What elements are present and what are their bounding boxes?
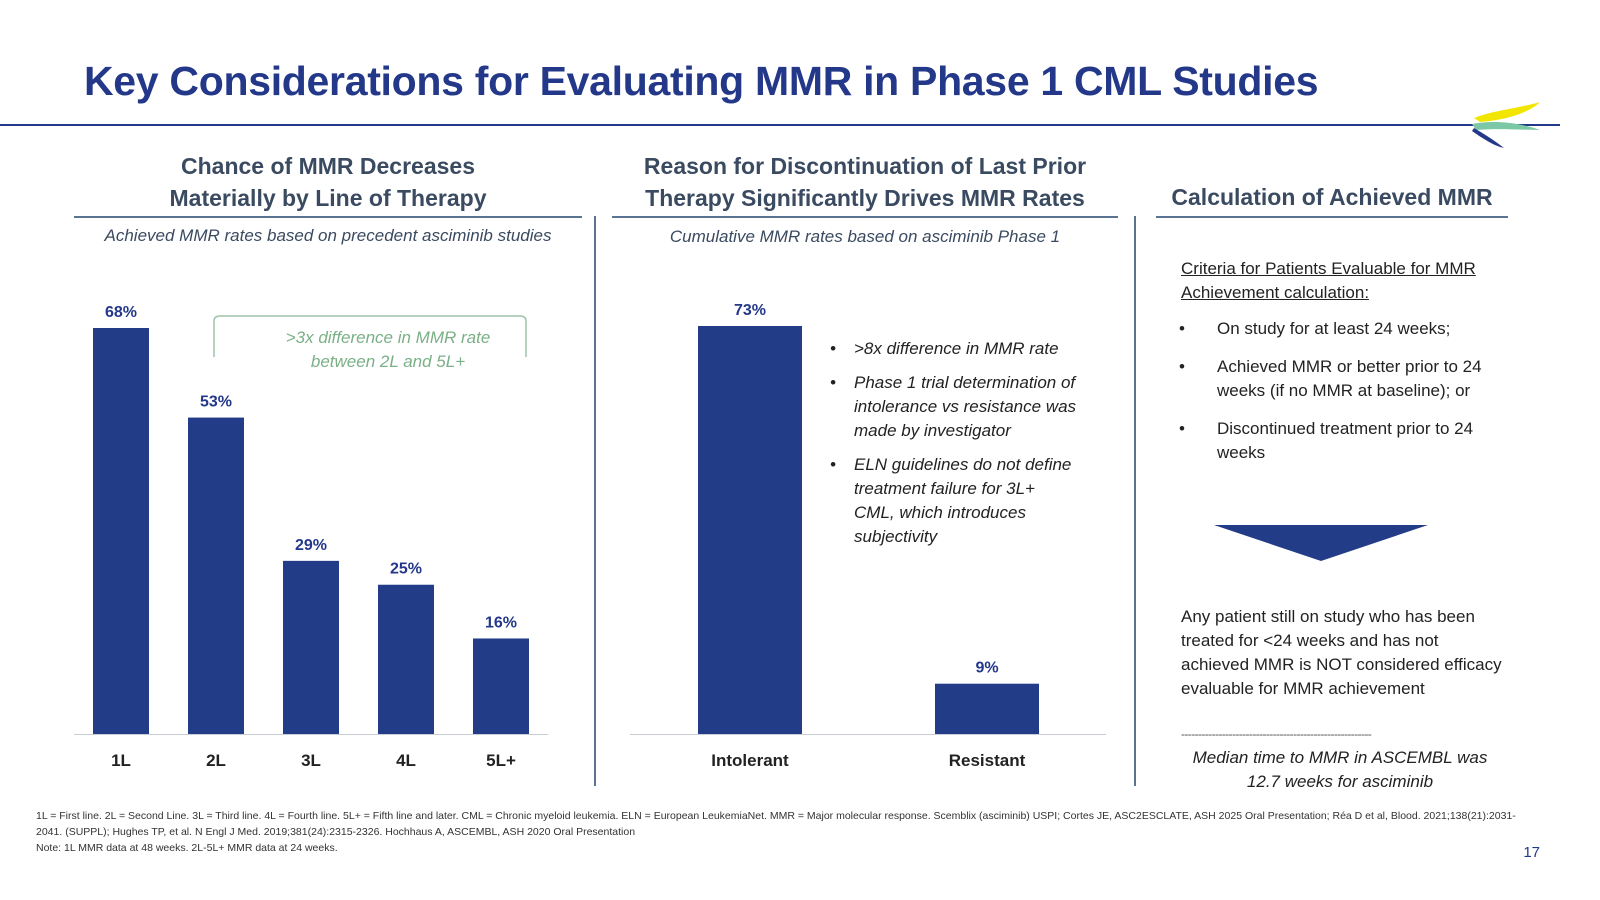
bar-4l — [378, 584, 434, 734]
bar-resistant — [935, 683, 1039, 734]
x-tick-label: 5L+ — [486, 751, 516, 770]
middle-panel-heading: Reason for Discontinuation of Last Prior… — [612, 150, 1118, 214]
data-label: 73% — [734, 302, 766, 319]
middle-heading-line2: Therapy Significantly Drives MMR Rates — [645, 185, 1085, 211]
median-time-note: Median time to MMR in ASCEMBL was 12.7 w… — [1192, 748, 1488, 791]
right-panel-heading: Calculation of Achieved MMR — [1171, 184, 1493, 210]
criteria-text: On study for at least 24 weeks; — [1217, 319, 1451, 338]
mmr-difference-callout: >3x difference in MMR rate between 2L an… — [238, 326, 538, 374]
bullet-dot: • — [1179, 357, 1185, 376]
left-panel-heading: Chance of MMR Decreases Materially by Li… — [74, 150, 582, 214]
bullet-dot: • — [1179, 419, 1185, 438]
brand-logo — [1472, 102, 1540, 148]
panel-divider-right — [1134, 216, 1136, 786]
discontinuation-reason-bar-chart: 73% Intolerant 9% Resistant — [630, 302, 1106, 770]
criteria-list: • On study for at least 24 weeks; • Achiev… — [1179, 317, 1497, 479]
footnote-references: 1L = First line. 2L = Second Line. 3L = … — [36, 810, 1516, 838]
middle-bullet-item: • >8x difference in MMR rate — [830, 337, 1080, 361]
bar-3l — [283, 560, 339, 734]
page-number: 17 — [1523, 844, 1540, 861]
down-arrow-icon — [1214, 525, 1428, 561]
callout-line1: >3x difference in MMR rate — [285, 328, 491, 347]
bullet-text: >8x difference in MMR rate — [854, 339, 1059, 358]
bullet-dot: • — [1179, 319, 1185, 338]
bullet-dot: • — [830, 455, 836, 474]
logo-swoosh-yellow — [1474, 102, 1540, 122]
data-label: 16% — [485, 614, 517, 631]
criteria-text: Achieved MMR or better prior to 24 weeks… — [1217, 357, 1482, 400]
data-label: 9% — [975, 660, 998, 677]
title-rule — [0, 124, 1560, 126]
criteria-item: • Achieved MMR or better prior to 24 week… — [1179, 355, 1497, 403]
logo-swoosh-green — [1472, 122, 1540, 130]
x-tick-label: 4L — [396, 751, 416, 770]
criteria-text: Discontinued treatment prior to 24 weeks — [1217, 419, 1474, 462]
data-label: 68% — [105, 304, 137, 321]
bullet-dot: • — [830, 373, 836, 392]
left-heading-line2: Materially by Line of Therapy — [169, 185, 487, 211]
line-of-therapy-bar-chart: 68% 1L 53% 2L 29% 3L 25% 4L 16% 5L+ — [74, 304, 548, 770]
middle-bullet-item: • Phase 1 trial determination of intolera… — [830, 371, 1080, 443]
footnote-note: Note: 1L MMR data at 48 weeks. 2L-5L+ MM… — [36, 842, 338, 854]
bar-5l- — [473, 638, 529, 734]
bar-2l — [188, 417, 244, 734]
data-label: 53% — [200, 394, 232, 411]
logo-swoosh-navy — [1472, 128, 1504, 148]
bar-intolerant — [698, 326, 802, 734]
criteria-heading: Criteria for Patients Evaluable for MMR … — [1181, 259, 1476, 302]
footnotes: 1L = First line. 2L = Second Line. 3L = … — [36, 808, 1516, 856]
right-panel-rule — [1156, 216, 1508, 218]
panel-divider-left — [594, 216, 596, 786]
bullet-text: Phase 1 trial determination of intoleran… — [854, 373, 1077, 440]
callout-bracket — [213, 315, 527, 357]
left-panel-rule — [74, 216, 582, 218]
bar-1l — [93, 328, 149, 734]
callout-line2: between 2L and 5L+ — [310, 352, 466, 371]
page-title: Key Considerations for Evaluating MMR in… — [84, 58, 1319, 104]
x-tick-label: 1L — [111, 751, 131, 770]
data-label: 25% — [390, 561, 422, 578]
evaluability-conclusion: Any patient still on study who has been … — [1181, 607, 1502, 698]
left-panel-subtitle: Achieved MMR rates based on precedent as… — [104, 226, 552, 245]
dashed-separator: ----------------------------------------… — [1181, 727, 1372, 741]
middle-bullet-list: • >8x difference in MMR rate • Phase 1 tri… — [830, 337, 1080, 559]
bullet-dot: • — [830, 339, 836, 358]
left-heading-line1: Chance of MMR Decreases — [181, 153, 475, 179]
middle-heading-line1: Reason for Discontinuation of Last Prior — [643, 153, 1087, 179]
bullet-text: ELN guidelines do not define treatment f… — [854, 455, 1072, 546]
x-tick-label: Resistant — [949, 751, 1026, 770]
x-tick-label: 3L — [301, 751, 321, 770]
data-label: 29% — [295, 537, 327, 554]
criteria-item: • Discontinued treatment prior to 24 week… — [1179, 417, 1497, 465]
middle-panel-rule — [612, 216, 1118, 218]
criteria-item: • On study for at least 24 weeks; — [1179, 317, 1497, 341]
x-tick-label: Intolerant — [711, 751, 789, 770]
x-tick-label: 2L — [206, 751, 226, 770]
middle-panel-subtitle: Cumulative MMR rates based on asciminib … — [669, 227, 1061, 246]
middle-bullet-item: • ELN guidelines do not define treatment … — [830, 453, 1080, 549]
